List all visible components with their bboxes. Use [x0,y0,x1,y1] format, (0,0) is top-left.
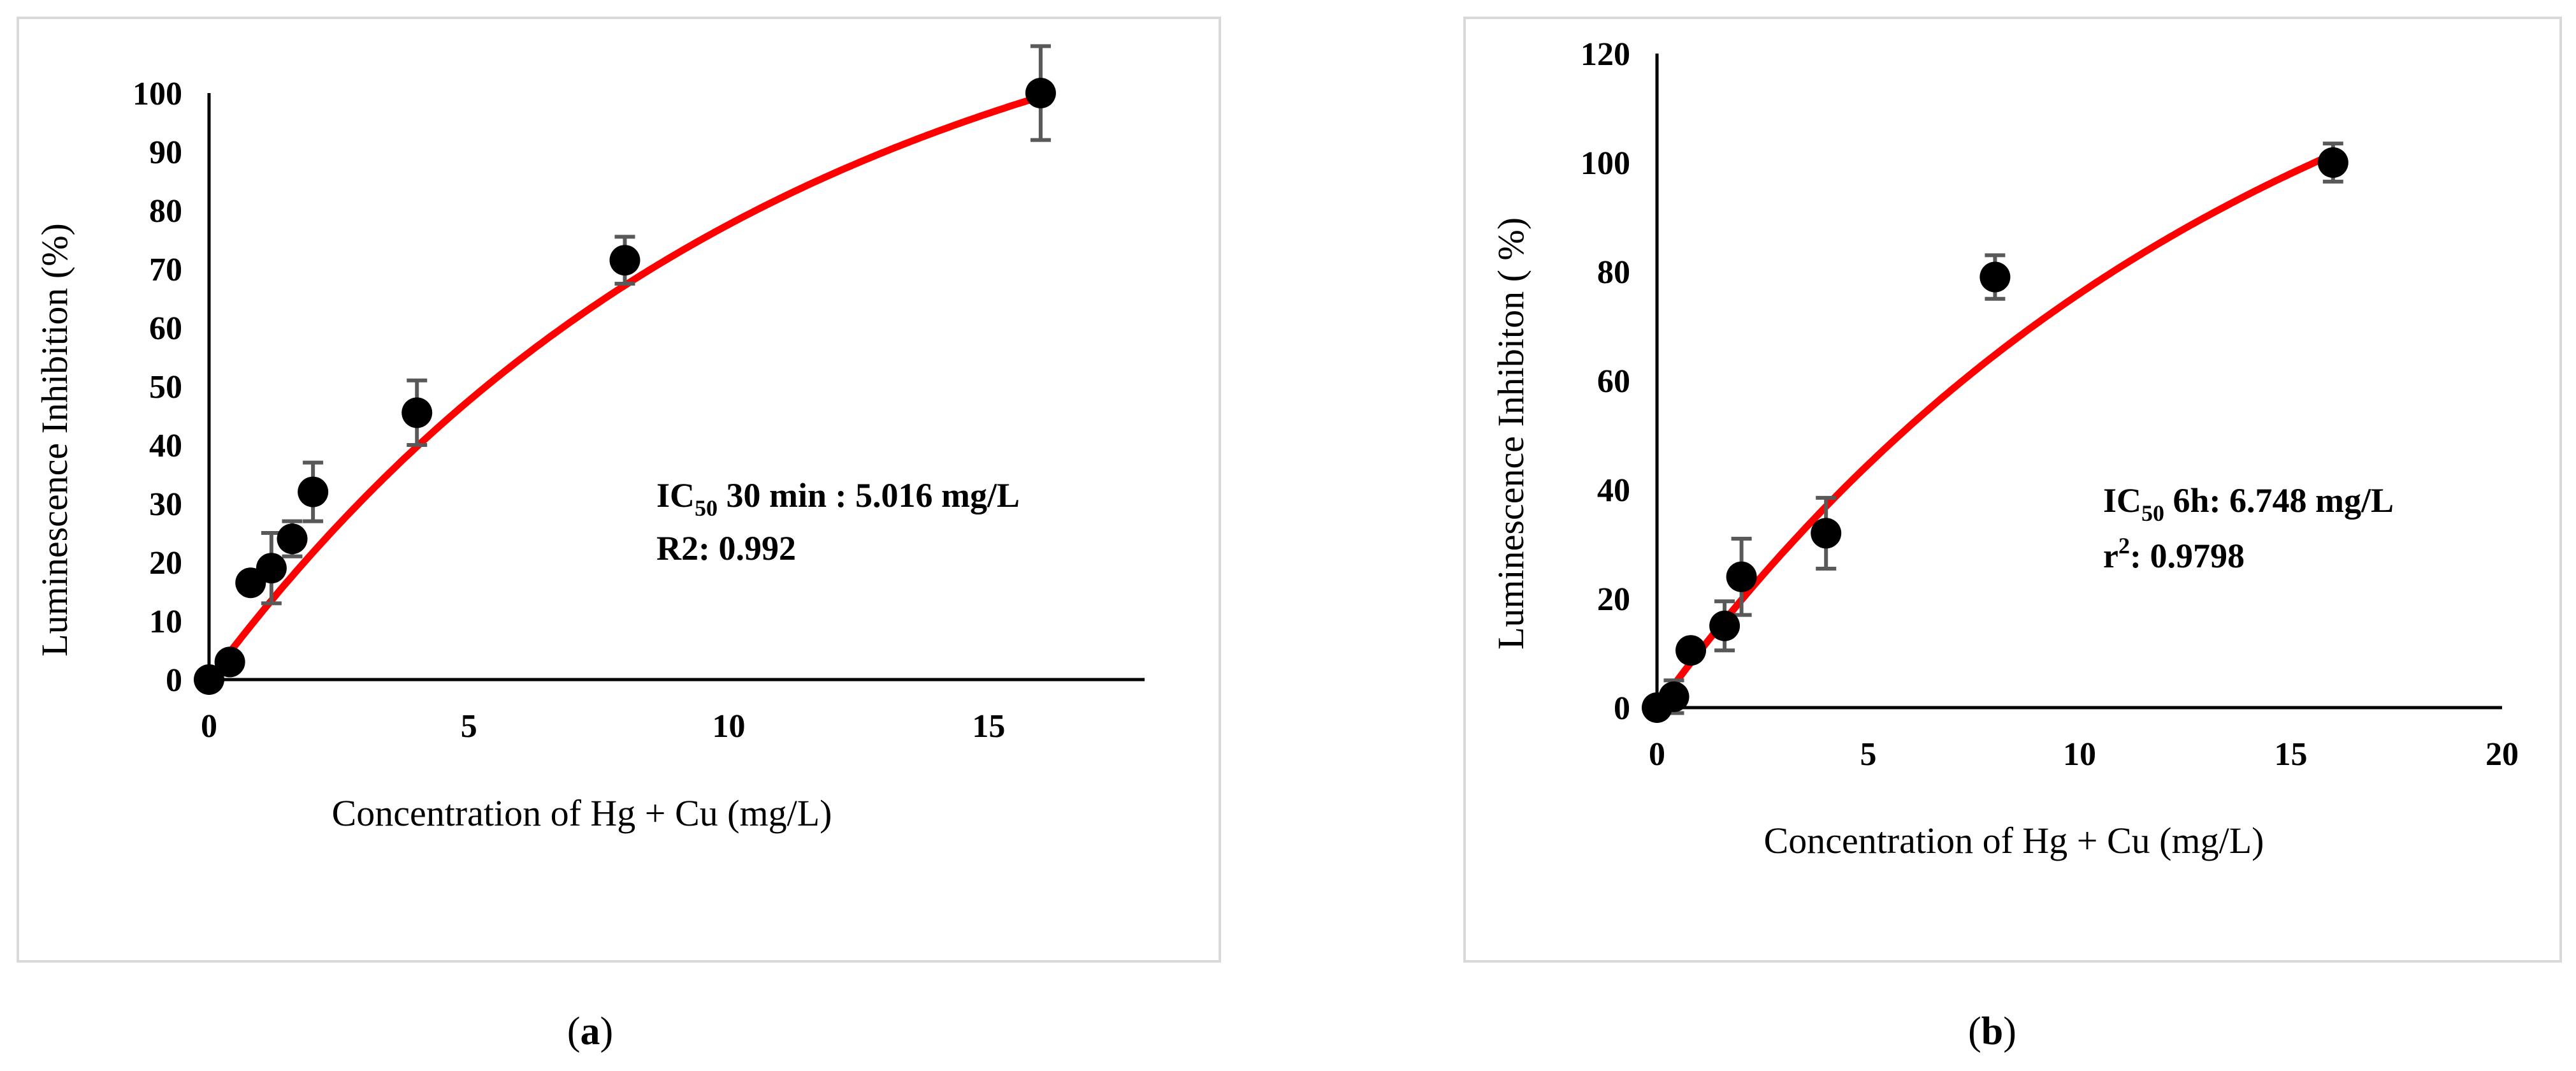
chart-a-data-point [256,553,287,584]
chart-a-y-tick-label: 40 [149,428,182,464]
svg-text:IC50 30 min : 5.016 mg/L: IC50 30 min : 5.016 mg/L [656,476,1020,521]
chart-a-data-point [298,476,329,507]
chart-a-y-tick-label: 100 [133,76,182,112]
chart-a-plot-area: 0 10 20 30 40 50 60 70 80 90 100 0 5 10 15 [133,44,1145,745]
chart-b-annotation-sub: 50 [2141,500,2164,526]
chart-a-y-tick-label: 10 [149,604,182,640]
chart-a-data-point [194,664,224,695]
chart-b-x-tick-label: 15 [2275,736,2308,773]
chart-b-data-point [1726,561,1757,592]
chart-a-data-point [609,245,640,276]
chart-a-annotation-value: 30 min : 5.016 mg/L [718,476,1020,514]
chart-a-y-tick-label: 50 [149,369,182,405]
chart-a-y-tick-label: 90 [149,135,182,171]
chart-a-y-tick-label: 30 [149,486,182,523]
chart-b-annotation-r: r [2103,537,2118,575]
chart-b-data-point [1709,610,1740,641]
chart-a-frame [17,17,1221,963]
chart-b-y-tick-label: 0 [1614,690,1630,727]
chart-b-y-tick-label: 20 [1597,581,1630,618]
chart-b-x-tick-label: 20 [2486,736,2519,773]
chart-b-y-tick-label: 120 [1581,36,1630,73]
caption-b: (b) [1968,1010,2016,1053]
chart-a-data-point [1025,78,1056,108]
chart-b-ylabel: Luminescence Inhibiton ( %) [1490,217,1531,650]
chart-a-x-tick-label: 0 [201,708,217,745]
chart-a-annotation: IC50 30 min : 5.016 mg/L R2: 0.992 [656,476,1020,567]
chart-b-y-tick-label: 80 [1597,254,1630,291]
chart-b-xlabel: Concentration of Hg + Cu (mg/L) [1764,820,2264,861]
svg-text:IC50 6h: 6.748 mg/L: IC50 6h: 6.748 mg/L [2103,481,2394,526]
chart-a-annotation-sub: 50 [695,495,718,521]
chart-b-plot-area: 0 20 40 60 80 100 120 0 5 10 15 20 [1581,36,2519,773]
chart-b-data-point [1675,635,1707,666]
chart-a-y-tick-label: 60 [149,310,182,347]
chart-a-ylabel: Luminescence Inhibition (%) [34,223,75,657]
chart-b-x-tick-label: 0 [1649,736,1665,773]
chart-a-xlabel: Concentration of Hg + Cu (mg/L) [332,792,832,834]
chart-b-y-tick-label: 40 [1597,472,1630,509]
caption-a: (a) [567,1010,613,1053]
chart-a-x-tick-label: 10 [713,708,746,745]
chart-a-y-tick-label: 20 [149,545,182,581]
chart-b-annotation: IC50 6h: 6.748 mg/L r2: 0.9798 [2103,481,2394,575]
chart-a-data-point [214,646,245,678]
chart-b-y-tick-label: 100 [1581,145,1630,182]
chart-a-x-tick-label: 15 [972,708,1005,745]
chart-a-data-point [402,397,433,428]
chart-a-y-tick-label: 80 [149,193,182,229]
chart-b-x-tick-label: 10 [2063,736,2096,773]
chart-b-data-point [2317,147,2348,178]
chart-a-y-tick-label: 70 [149,252,182,288]
chart-a-y-tick-label: 0 [166,662,182,699]
chart-b-frame [1463,17,2562,963]
chart-b-data-point [1979,261,2011,293]
chart-b-annotation-sup: 2 [2118,533,2130,558]
chart-panel-a: 0 10 20 30 40 50 60 70 80 90 100 0 5 10 15 Concentrati… [17,17,1221,1053]
chart-b-data-point [1811,518,1842,549]
chart-b-annotation-r2-value: : 0.9798 [2130,537,2245,575]
chart-b-y-tick-label: 60 [1597,363,1630,400]
chart-a-annotation-r2: R2: 0.992 [656,529,796,567]
chart-a-x-tick-label: 5 [461,708,477,745]
chart-panel-b: 0 20 40 60 80 100 120 0 5 10 15 20 Concentration of… [1463,17,2562,1053]
chart-b-x-tick-label: 5 [1860,736,1877,773]
chart-b-data-point [1658,681,1690,712]
chart-b-annotation-ic: IC [2103,481,2141,520]
svg-text:r2: 0.9798: r2: 0.9798 [2103,533,2245,575]
chart-b-annotation-value: 6h: 6.748 mg/L [2164,481,2394,520]
chart-a-data-point [277,523,308,555]
chart-b-fit-curve [1653,150,2337,711]
chart-a-annotation-ic: IC [656,476,695,514]
